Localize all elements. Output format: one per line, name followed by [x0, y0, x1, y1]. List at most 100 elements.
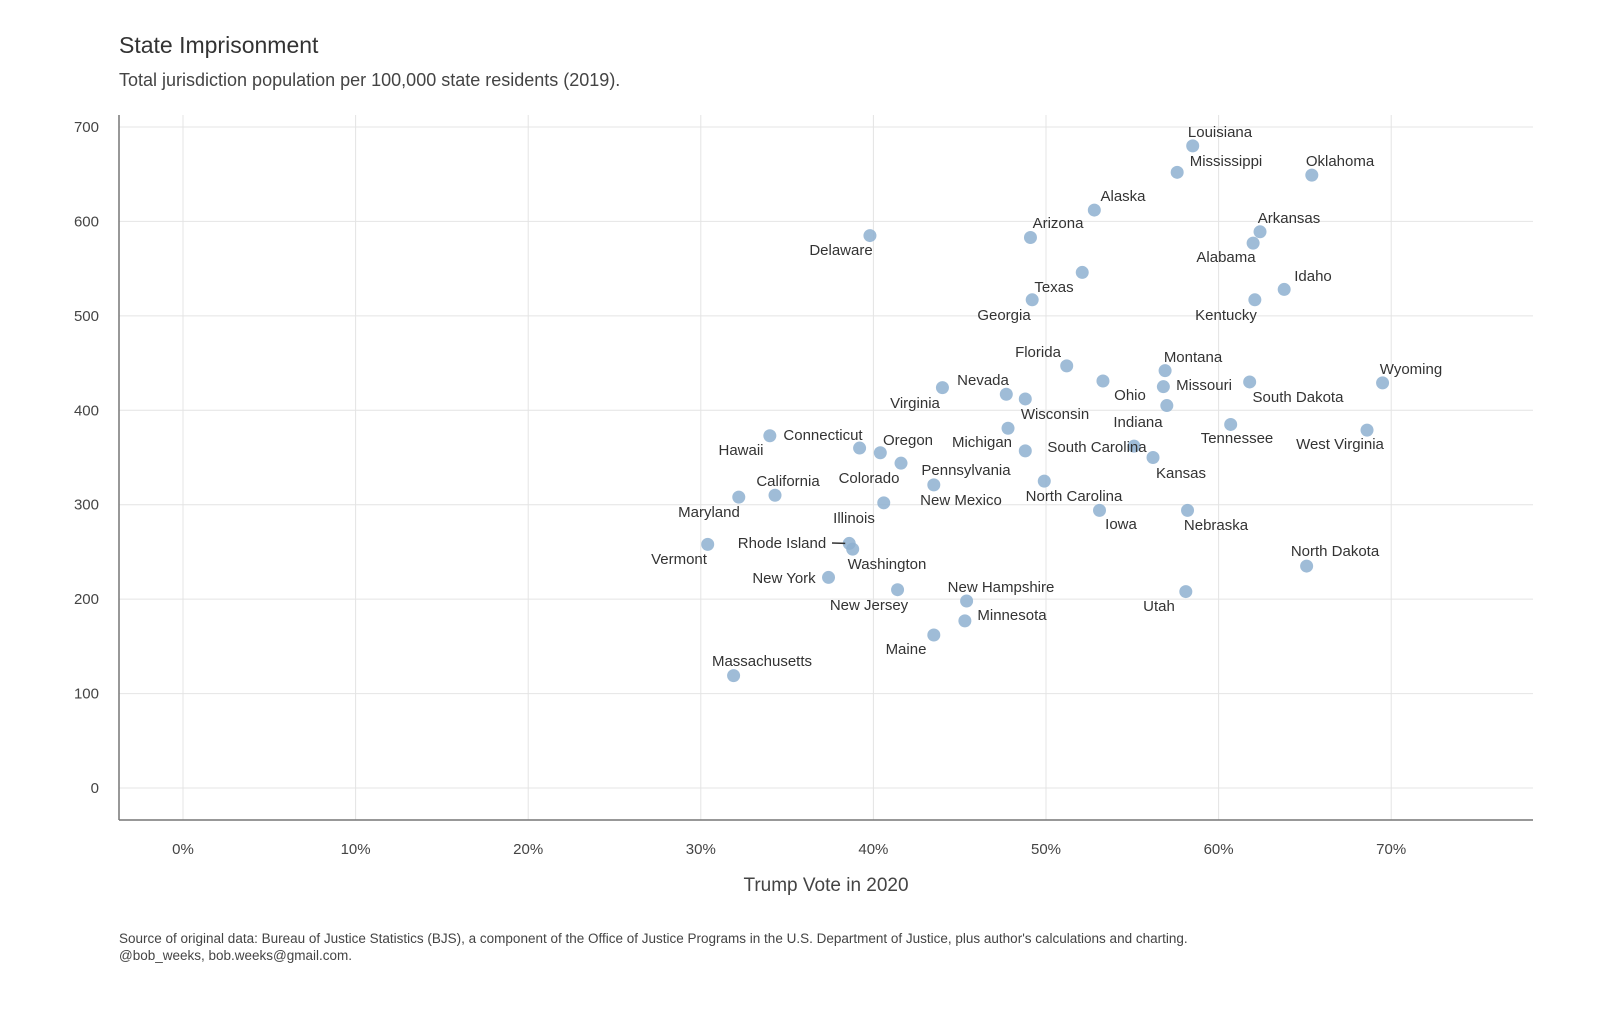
y-tick-label: 200: [74, 591, 99, 608]
x-tick-label: 20%: [513, 841, 543, 858]
point-missouri: [1156, 380, 1170, 394]
label-hawaii: Hawaii: [718, 442, 763, 459]
point-utah: [1179, 585, 1193, 599]
point-massachusetts: [727, 669, 741, 683]
y-tick-label: 500: [74, 308, 99, 325]
label-new-hampshire: New Hampshire: [948, 579, 1055, 596]
label-alaska: Alaska: [1100, 188, 1146, 205]
point-north-dakota: [1300, 559, 1314, 573]
label-rhode-island: Rhode Island: [738, 535, 826, 552]
y-tick-label: 100: [74, 686, 99, 703]
label-delaware: Delaware: [809, 242, 872, 259]
label-wisconsin: Wisconsin: [1021, 406, 1089, 423]
label-north-dakota: North Dakota: [1291, 543, 1380, 560]
point-louisiana: [1186, 139, 1200, 153]
x-axis-title: Trump Vote in 2020: [743, 875, 908, 896]
label-mississippi: Mississippi: [1190, 153, 1263, 170]
point-idaho: [1277, 282, 1291, 296]
label-wyoming: Wyoming: [1380, 361, 1442, 378]
y-tick-label: 600: [74, 213, 99, 230]
point-delaware: [863, 229, 877, 243]
label-missouri: Missouri: [1176, 377, 1232, 394]
label-nevada: Nevada: [957, 372, 1009, 389]
point-florida: [1060, 359, 1074, 373]
point-arizona: [1023, 230, 1037, 244]
point-south-dakota: [1243, 375, 1257, 389]
x-tick-label: 0%: [172, 841, 194, 858]
point-new-hampshire: [960, 594, 974, 608]
label-oregon: Oregon: [883, 432, 933, 449]
label-illinois: Illinois: [833, 510, 875, 527]
label-maryland: Maryland: [678, 504, 740, 521]
point-maryland: [732, 490, 746, 504]
data-points: [701, 139, 1390, 683]
x-tick-label: 60%: [1204, 841, 1234, 858]
label-nebraska: Nebraska: [1184, 517, 1249, 534]
label-oklahoma: Oklahoma: [1306, 153, 1375, 170]
label-new-jersey: New Jersey: [830, 597, 909, 614]
label-tennessee: Tennessee: [1201, 430, 1274, 447]
label-ohio: Ohio: [1114, 387, 1146, 404]
point-washington: [846, 542, 860, 556]
y-tick-label: 0: [91, 780, 99, 797]
point-maine: [927, 628, 941, 642]
label-montana: Montana: [1164, 349, 1223, 366]
point-tennessee: [1224, 417, 1238, 431]
label-kansas: Kansas: [1156, 465, 1206, 482]
point-new-mexico: [927, 478, 941, 492]
label-georgia: Georgia: [977, 307, 1031, 324]
point-alabama: [1246, 236, 1260, 250]
chart-title: State Imprisonment: [119, 32, 319, 58]
y-tick-label: 400: [74, 402, 99, 419]
label-vermont: Vermont: [651, 551, 708, 568]
gridlines: [119, 115, 1533, 820]
label-arizona: Arizona: [1033, 215, 1085, 232]
x-tick-label: 50%: [1031, 841, 1061, 858]
label-alabama: Alabama: [1196, 249, 1256, 266]
point-oklahoma: [1305, 168, 1319, 182]
point-california: [768, 488, 782, 502]
y-tick-label: 300: [74, 497, 99, 514]
label-south-dakota: South Dakota: [1253, 389, 1345, 406]
label-south-carolina: South Carolina: [1047, 439, 1147, 456]
point-georgia: [1025, 293, 1039, 307]
point-kansas: [1146, 450, 1160, 464]
label-arkansas: Arkansas: [1258, 210, 1321, 227]
label-michigan: Michigan: [952, 434, 1012, 451]
point-labels: Louisiana Mississippi Oklahoma Alaska Arkans…: [651, 124, 1442, 670]
point-virginia: [935, 381, 949, 395]
point-west-virginia: [1360, 423, 1374, 437]
label-new-york: New York: [752, 570, 816, 587]
chart-subtitle: Total jurisdiction population per 100,00…: [119, 70, 620, 90]
label-colorado: Colorado: [839, 470, 900, 487]
label-idaho: Idaho: [1294, 268, 1332, 285]
point-colorado: [894, 456, 908, 470]
point-oregon: [873, 446, 887, 460]
label-maine: Maine: [886, 641, 927, 658]
label-louisiana: Louisiana: [1188, 124, 1253, 141]
label-west-virginia: West Virginia: [1296, 436, 1384, 453]
label-massachusetts: Massachusetts: [712, 653, 812, 670]
point-new-york: [822, 570, 836, 584]
point-mississippi: [1170, 165, 1184, 179]
y-tick-label: 700: [74, 119, 99, 136]
point-iowa: [1093, 503, 1107, 517]
point-montana: [1158, 364, 1172, 378]
x-tick-label: 10%: [341, 841, 371, 858]
point-texas: [1075, 265, 1089, 279]
point-indiana: [1160, 399, 1174, 413]
caption-source: Source of original data: Bureau of Justi…: [119, 931, 1188, 946]
label-connecticut: Connecticut: [783, 427, 863, 444]
point-wisconsin: [1018, 392, 1032, 406]
label-pennsylvania: Pennsylvania: [921, 462, 1011, 479]
point-connecticut: [853, 441, 867, 455]
point-new-jersey: [891, 583, 905, 597]
x-tick-label: 70%: [1376, 841, 1406, 858]
label-washington: Washington: [848, 556, 927, 573]
point-nebraska: [1181, 503, 1195, 517]
point-nevada: [999, 387, 1013, 401]
point-michigan: [1001, 421, 1015, 435]
label-california: California: [756, 473, 820, 490]
y-axis-ticks: 0 100 200 300 400 500 600 700: [74, 119, 99, 797]
